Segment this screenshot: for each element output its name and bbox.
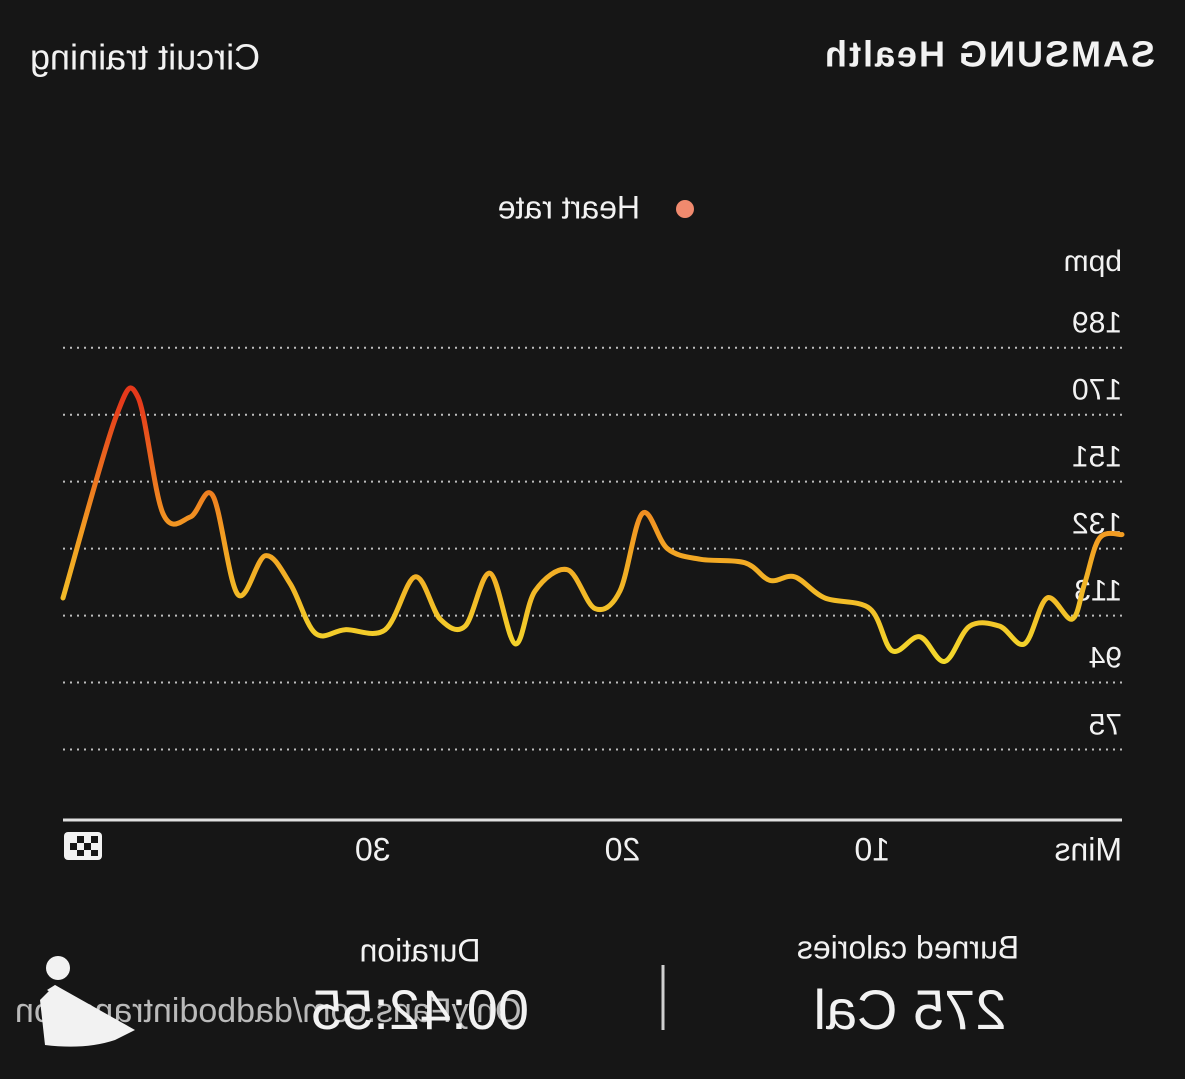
x-tick-label: 20 — [605, 831, 641, 867]
y-axis-label: bpm — [1064, 245, 1122, 278]
legend-label: Heart rate — [498, 189, 640, 225]
duration-label: Duration — [360, 932, 481, 968]
y-tick-label: 94 — [1089, 641, 1122, 674]
calories-label: Burned calories — [797, 929, 1019, 965]
y-tick-label: 75 — [1089, 708, 1122, 741]
x-tick-label: 30 — [355, 831, 391, 867]
x-tick-label: 10 — [854, 831, 890, 867]
workout-icon — [40, 956, 135, 1047]
duration-value: 00:42:55 — [311, 978, 529, 1041]
app-name: SAMSUNG Health — [823, 34, 1155, 75]
y-tick-label: 151 — [1072, 441, 1122, 474]
legend-marker — [676, 200, 694, 218]
heart-rate-line — [60, 385, 1125, 664]
y-tick-label: 170 — [1072, 374, 1122, 407]
x-axis-label: Mins — [1054, 831, 1122, 867]
finish-flag — [64, 832, 102, 860]
calories-value: 275 Cal — [813, 978, 1006, 1041]
workout-title: Circuit training — [30, 37, 260, 78]
y-tick-label: 189 — [1072, 307, 1122, 340]
